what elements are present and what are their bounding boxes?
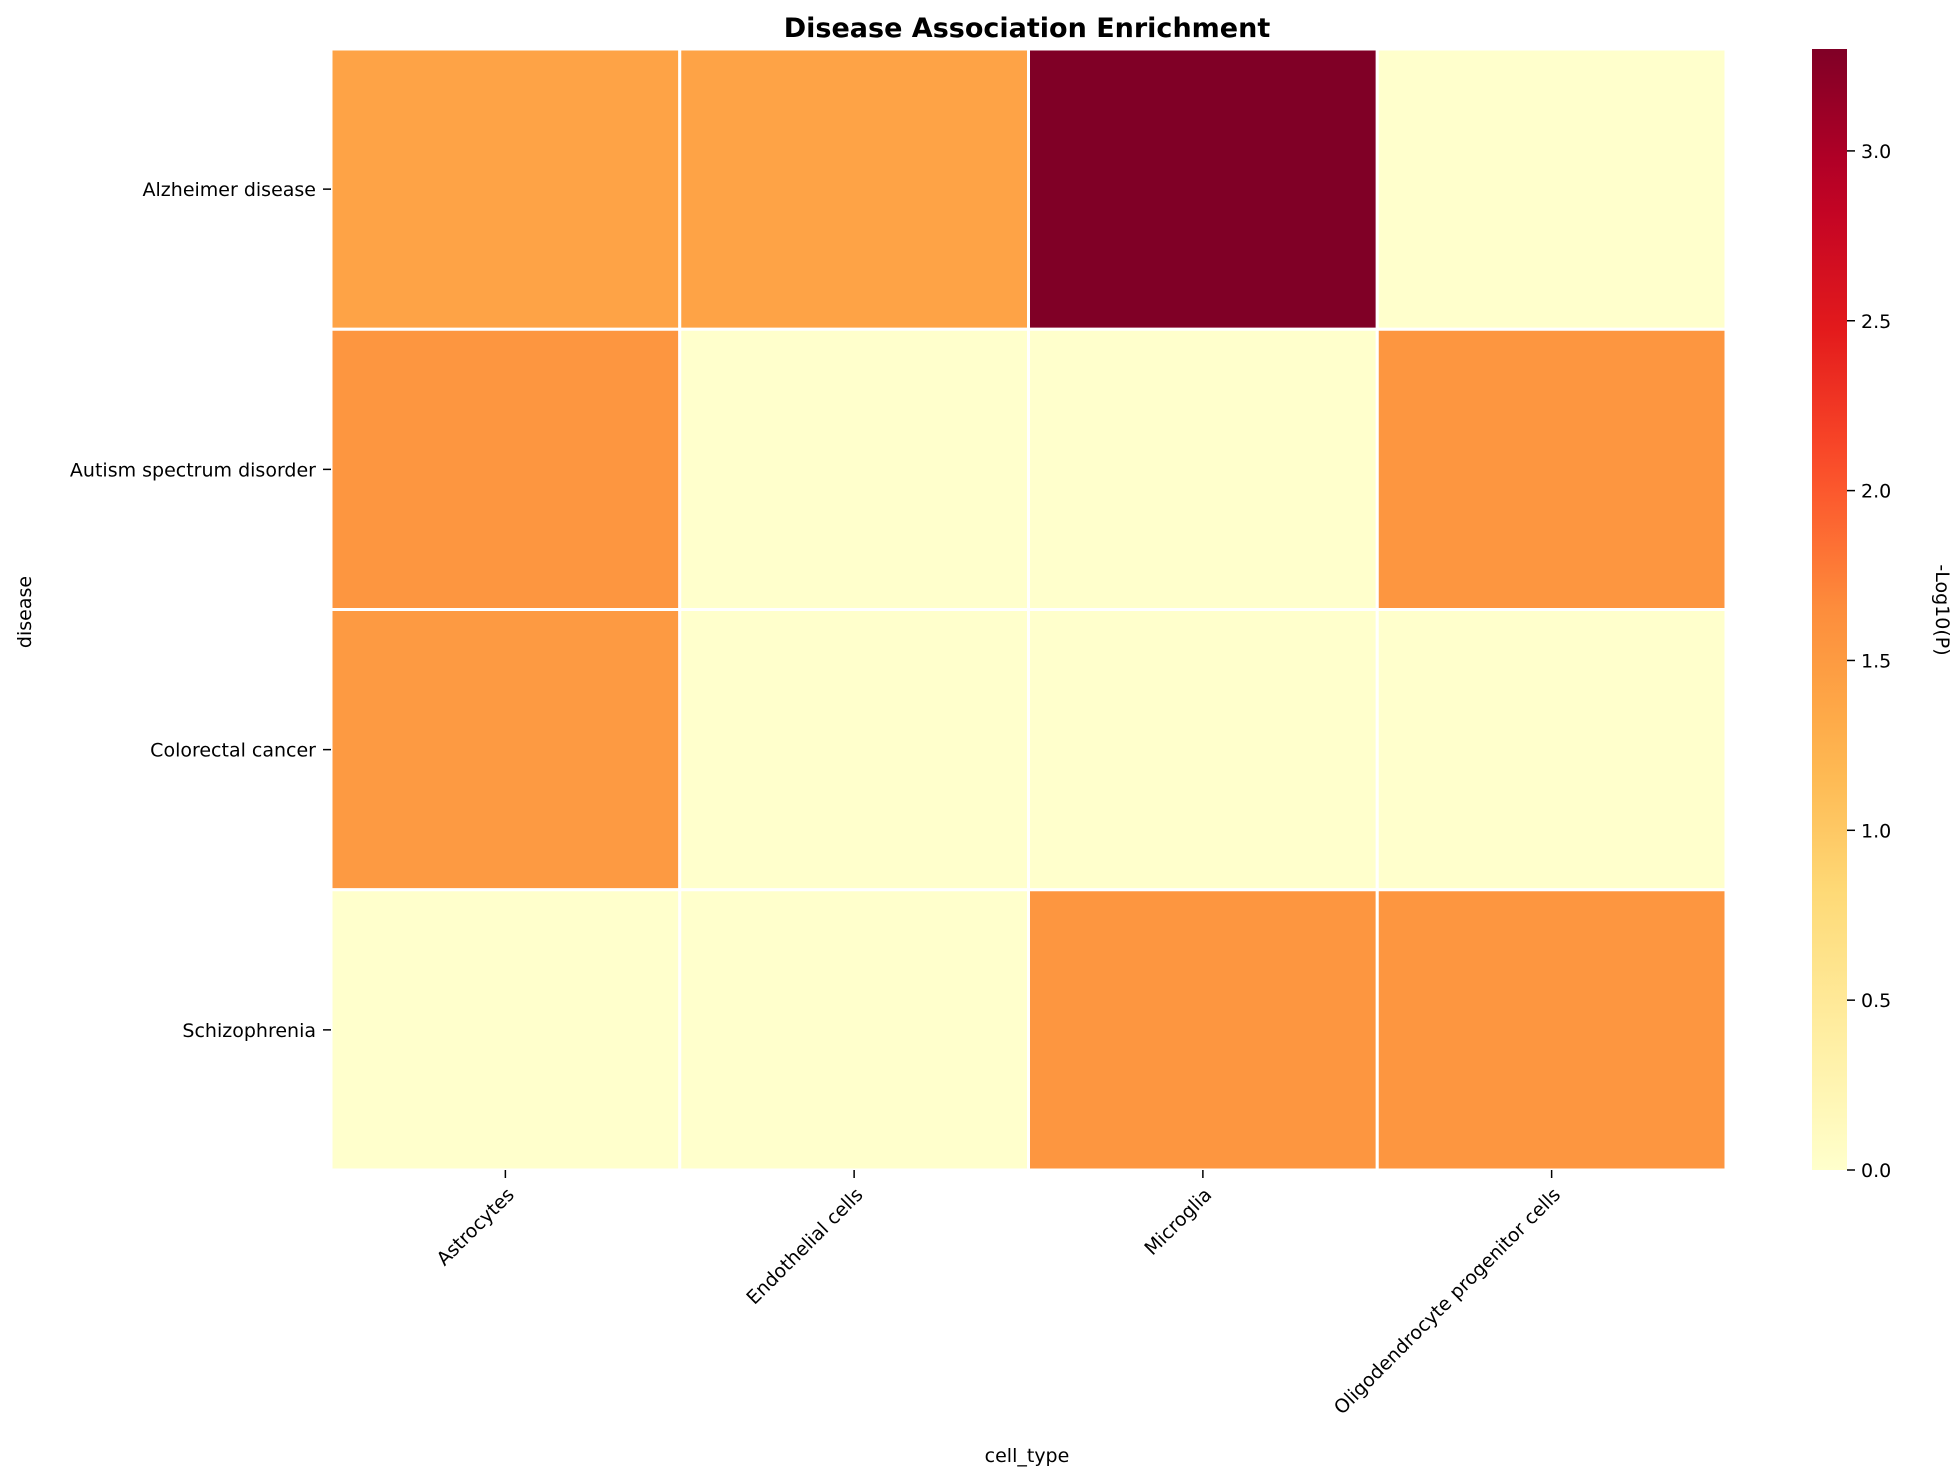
heatmap-cells [329, 47, 1728, 1172]
colorbar-label: -Log10(P) [1931, 564, 1953, 655]
x-tick-label: Oligodendrocyte progenitor cells [1330, 1184, 1565, 1419]
colorbar-tick-label: 2.5 [1861, 311, 1891, 333]
heatmap-cell [678, 47, 1030, 331]
heatmap-cell [1027, 608, 1379, 892]
heatmap-cell [1027, 327, 1379, 611]
colorbar-tick-label: 3.0 [1861, 141, 1891, 163]
heatmap-cell [678, 608, 1030, 892]
y-axis-label: disease [14, 576, 36, 648]
colorbar [1812, 49, 1847, 1170]
x-axis-ticks: Astrocytes Endothelial cells Microglia Olig… [432, 1170, 1565, 1419]
heatmap-cell [1027, 47, 1379, 331]
heatmap-cell [329, 47, 682, 331]
heatmap-cell [329, 888, 682, 1172]
x-tick-label: Endothelial cells [742, 1184, 867, 1309]
colorbar-tick-label: 1.5 [1861, 650, 1891, 672]
heatmap-cell [1375, 327, 1728, 611]
heatmap-cell [678, 327, 1030, 611]
heatmap-cell [1375, 47, 1728, 331]
heatmap-cell [1375, 608, 1728, 892]
y-tick-label: Autism spectrum disorder [70, 459, 316, 481]
x-tick-label: Astrocytes [432, 1184, 518, 1270]
x-tick-label: Microglia [1140, 1184, 1216, 1260]
colorbar-tick-label: 1.0 [1861, 820, 1891, 842]
heatmap-cell [329, 608, 682, 892]
x-axis-label: cell_type [985, 1445, 1070, 1467]
colorbar-tick-label: 2.0 [1861, 481, 1891, 503]
y-axis-ticks: Alzheimer disease Autism spectrum disorde… [70, 179, 331, 1042]
colorbar-tick-label: 0.0 [1861, 1160, 1891, 1182]
heatmap-cell [678, 888, 1030, 1172]
heatmap-cell [329, 327, 682, 611]
heatmap-cell [1375, 888, 1728, 1172]
heatmap-cell [1027, 888, 1379, 1172]
y-tick-label: Schizophrenia [182, 1020, 316, 1042]
y-tick-label: Colorectal cancer [150, 740, 316, 762]
chart-title: Disease Association Enrichment [784, 13, 1271, 44]
colorbar-ticks: 0.0 0.5 1.0 1.5 2.0 2.5 3.0 [1847, 141, 1891, 1182]
y-tick-label: Alzheimer disease [143, 179, 316, 201]
colorbar-tick-label: 0.5 [1861, 990, 1891, 1012]
